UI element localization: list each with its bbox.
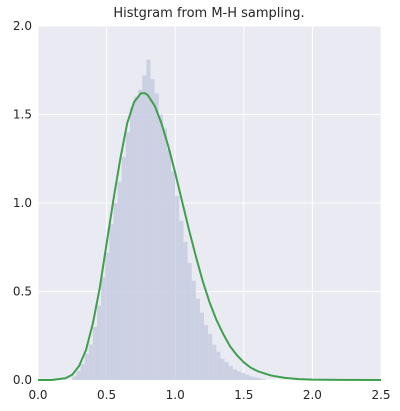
chart-title: Histgram from M-H sampling. bbox=[113, 6, 304, 21]
histogram-bar bbox=[224, 362, 229, 380]
x-tick-label: 0.0 bbox=[28, 388, 47, 402]
histogram-bar bbox=[220, 358, 225, 380]
histogram-bar bbox=[109, 224, 114, 380]
histogram-bar bbox=[154, 93, 159, 380]
histogram-bar bbox=[179, 220, 184, 380]
histogram-bar bbox=[166, 149, 172, 380]
histogram-bar bbox=[175, 195, 180, 380]
histogram-bar bbox=[162, 128, 167, 380]
histogram-bar bbox=[146, 59, 151, 380]
x-tick-label: 2.5 bbox=[371, 388, 390, 402]
histogram-bar bbox=[96, 305, 102, 380]
histogram-bar bbox=[183, 241, 188, 380]
histogram-bar bbox=[245, 374, 250, 380]
histogram-bar bbox=[249, 376, 254, 380]
y-tick-label: 0.5 bbox=[13, 285, 32, 299]
histogram-bar bbox=[117, 181, 122, 380]
histogram-bar bbox=[84, 353, 89, 380]
histogram-bar bbox=[92, 326, 97, 380]
histogram-bar bbox=[158, 114, 163, 380]
histogram-bar bbox=[125, 132, 130, 380]
x-tick-label: 1.5 bbox=[234, 388, 253, 402]
axis-ticks: 0.0 0.5 1.0 1.5 2.0 2.5 0.0 0.5 1.0 1.5 2.0 bbox=[13, 19, 391, 402]
x-tick-label: 0.5 bbox=[97, 388, 116, 402]
histogram-bar bbox=[191, 280, 196, 380]
histogram-bar bbox=[195, 298, 200, 380]
histogram-bar bbox=[216, 351, 221, 380]
density-curve-group bbox=[38, 92, 382, 381]
histogram-bar bbox=[76, 371, 81, 380]
histogram-bar bbox=[72, 376, 77, 380]
y-tick-label: 2.0 bbox=[13, 19, 32, 33]
histogram-bar bbox=[241, 372, 246, 380]
histogram-bar bbox=[187, 263, 192, 380]
histogram-bar bbox=[80, 364, 85, 380]
histogram-bar bbox=[204, 325, 209, 380]
histogram-bar bbox=[171, 171, 176, 380]
histogram-bar bbox=[138, 89, 143, 380]
histogram-bar bbox=[113, 203, 118, 380]
histogram-bar bbox=[261, 379, 266, 380]
histogram-bar bbox=[105, 252, 110, 380]
histogram-bar bbox=[236, 371, 242, 380]
density-curve bbox=[38, 92, 382, 381]
histogram-bar bbox=[212, 344, 217, 380]
x-tick-label: 2.0 bbox=[303, 388, 322, 402]
x-tick-label: 1.0 bbox=[166, 388, 185, 402]
histogram-bar bbox=[129, 107, 135, 381]
histogram-bar bbox=[253, 377, 258, 380]
histogram-bar bbox=[142, 75, 147, 380]
histogram-bar bbox=[232, 369, 237, 380]
y-tick-label: 0.0 bbox=[13, 373, 32, 387]
histogram-bar bbox=[228, 365, 233, 380]
y-tick-label: 1.5 bbox=[13, 108, 32, 122]
histogram-bar bbox=[199, 312, 205, 380]
histogram-bar bbox=[121, 156, 126, 380]
histogram-bar bbox=[88, 344, 93, 380]
histogram-bar bbox=[150, 79, 155, 380]
histogram-bar bbox=[134, 96, 139, 381]
histogram-bars bbox=[72, 59, 266, 381]
histogram-bar bbox=[101, 277, 106, 380]
histogram-bar bbox=[208, 333, 213, 380]
y-tick-label: 1.0 bbox=[13, 196, 32, 210]
histogram-bar bbox=[257, 378, 262, 380]
